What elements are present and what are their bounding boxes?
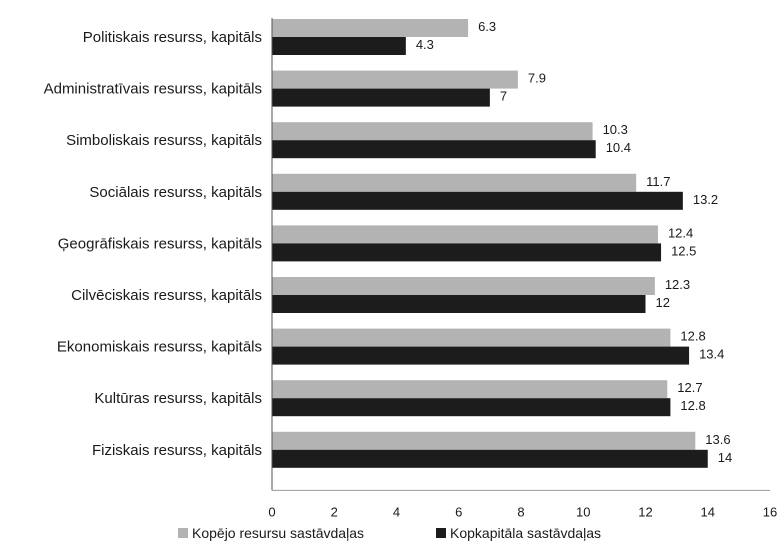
bar-series-1 bbox=[272, 19, 469, 37]
data-label-series-1: 12.8 bbox=[680, 329, 705, 344]
x-tick-label: 12 bbox=[638, 504, 652, 519]
category-labels: Politiskais resurss, kapitāls Administrat… bbox=[44, 29, 262, 459]
bar-series-1 bbox=[272, 225, 658, 244]
category-label: Kultūras resurss, kapitāls bbox=[94, 390, 262, 407]
category-label: Ekonomiskais resurss, kapitāls bbox=[57, 339, 262, 356]
bar-series-2 bbox=[272, 140, 596, 159]
bar-series-1 bbox=[272, 380, 668, 399]
bar-series-1 bbox=[272, 328, 671, 347]
bar-series-2 bbox=[272, 191, 683, 210]
data-label-series-1: 12.7 bbox=[677, 380, 702, 395]
legend-label-series-2: Kopkapitāla sastāvdaļas bbox=[450, 525, 601, 541]
x-tick-label: 14 bbox=[701, 504, 715, 519]
bar-series-2 bbox=[272, 37, 406, 55]
bar-series-1 bbox=[272, 173, 637, 192]
category-label: Fiziskais resurss, kapitāls bbox=[92, 442, 262, 459]
data-label-series-2: 14 bbox=[718, 450, 732, 465]
bar-series-2 bbox=[272, 243, 662, 262]
data-label-series-2: 12 bbox=[656, 295, 670, 310]
x-tick-label: 0 bbox=[268, 504, 275, 519]
data-label-series-1: 7.9 bbox=[528, 71, 546, 86]
data-label-series-1: 10.3 bbox=[603, 122, 628, 137]
x-tick-label: 8 bbox=[517, 504, 524, 519]
data-label-series-1: 12.3 bbox=[665, 277, 690, 292]
data-label-series-2: 12.8 bbox=[680, 398, 705, 413]
bar-series-2 bbox=[272, 88, 490, 107]
bars-group bbox=[272, 19, 708, 468]
value-labels: 6.3 4.3 7.9 7 10.3 10.4 11.7 13.2 12.4 12.5 12.3 12… bbox=[416, 19, 732, 465]
data-label-series-1: 12.4 bbox=[668, 225, 693, 240]
data-label-series-2: 13.2 bbox=[693, 192, 718, 207]
data-label-series-2: 4.3 bbox=[416, 37, 434, 52]
x-tick-label: 10 bbox=[576, 504, 590, 519]
bar-series-2 bbox=[272, 346, 690, 365]
data-label-series-2: 12.5 bbox=[671, 243, 696, 258]
x-tick-label: 2 bbox=[331, 504, 338, 519]
data-label-series-1: 11.7 bbox=[646, 174, 670, 189]
data-label-series-2: 7 bbox=[500, 89, 507, 104]
x-tick-label: 16 bbox=[763, 504, 777, 519]
x-tick-label: 4 bbox=[393, 504, 400, 519]
data-label-series-1: 13.6 bbox=[705, 432, 730, 447]
legend: Kopējo resursu sastāvdaļas Kopkapitāla s… bbox=[178, 525, 601, 541]
data-label-series-2: 13.4 bbox=[699, 347, 724, 362]
category-label: Simboliskais resurss, kapitāls bbox=[66, 132, 262, 149]
category-label: Sociālais resurss, kapitāls bbox=[89, 184, 262, 201]
bar-series-2 bbox=[272, 398, 671, 417]
category-label: Administratīvais resurss, kapitāls bbox=[44, 81, 262, 98]
bar-series-1 bbox=[272, 431, 696, 450]
bar-series-1 bbox=[272, 277, 655, 295]
data-label-series-1: 6.3 bbox=[478, 19, 496, 34]
data-label-series-2: 10.4 bbox=[606, 140, 631, 155]
category-label: Cilvēciskais resurss, kapitāls bbox=[71, 287, 262, 304]
bar-series-2 bbox=[272, 449, 708, 468]
x-tick-label: 6 bbox=[455, 504, 462, 519]
bar-series-2 bbox=[272, 295, 646, 313]
category-label: Ģeogrāfiskais resurss, kapitāls bbox=[58, 235, 262, 252]
legend-label-series-1: Kopējo resursu sastāvdaļas bbox=[192, 525, 364, 541]
category-label: Politiskais resurss, kapitāls bbox=[83, 29, 262, 46]
bar-series-1 bbox=[272, 70, 518, 89]
bar-series-1 bbox=[272, 122, 593, 141]
x-axis: 0 2 4 6 8 10 12 14 16 bbox=[268, 489, 777, 519]
legend-swatch-series-1 bbox=[178, 528, 188, 538]
legend-swatch-series-2 bbox=[436, 528, 446, 538]
